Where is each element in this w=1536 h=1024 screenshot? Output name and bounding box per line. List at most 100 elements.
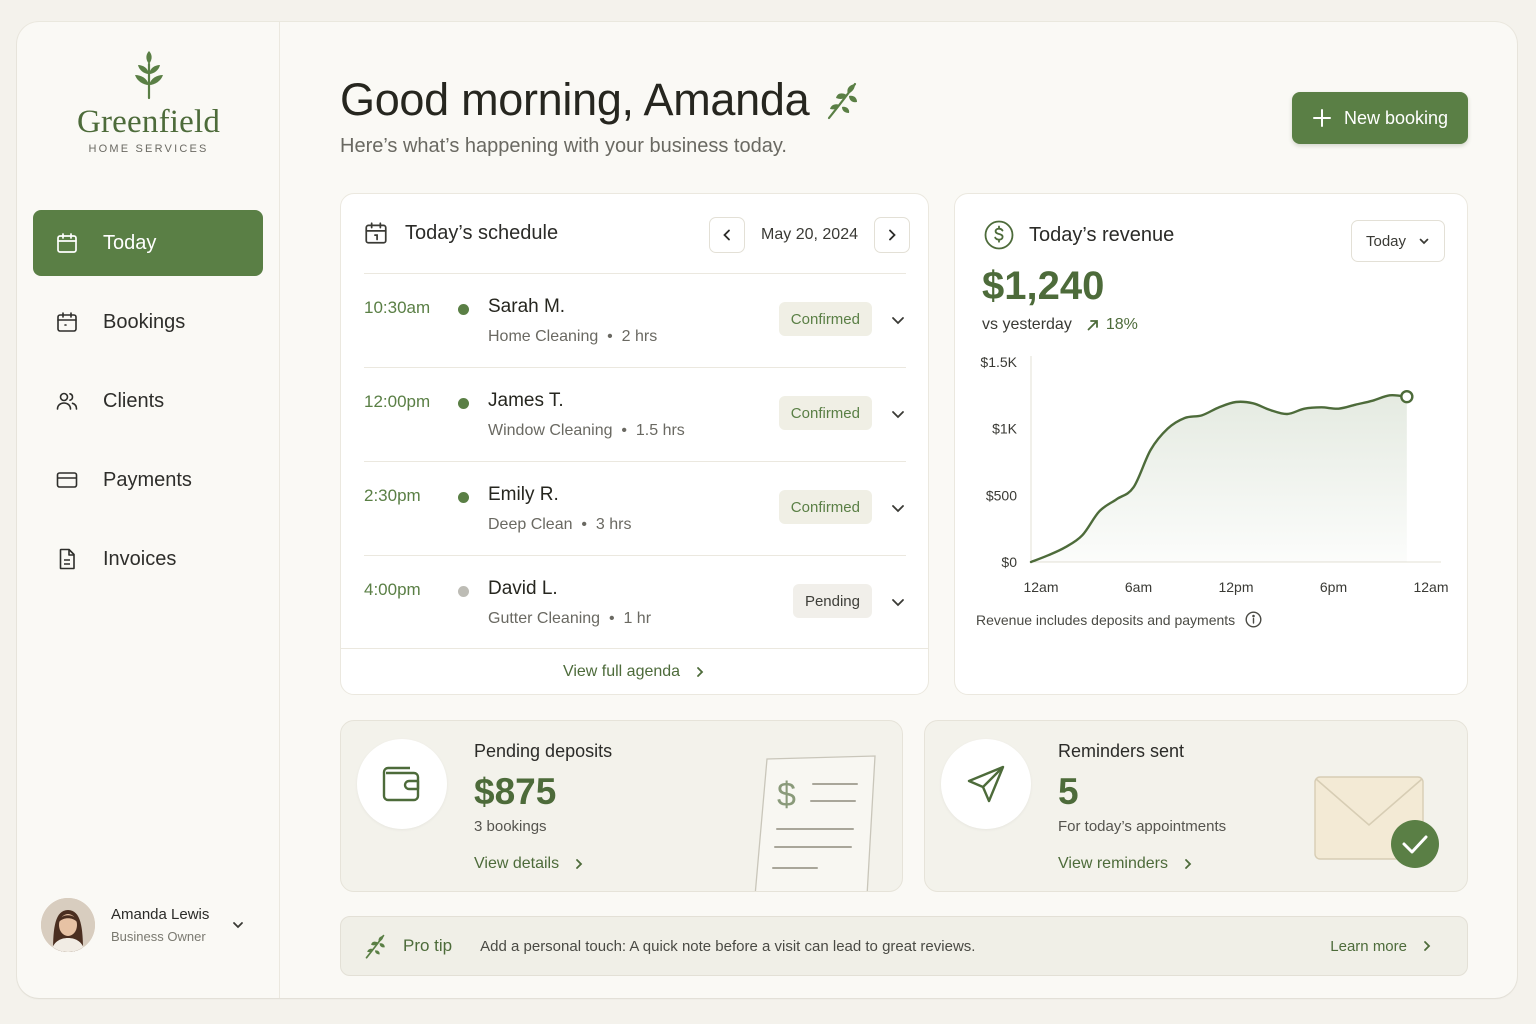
change-percent: 18%	[1105, 316, 1138, 333]
chevron-down-icon[interactable]	[890, 594, 906, 610]
service-detail: Window Cleaning • 1.5 hrs	[488, 422, 685, 439]
sidebar-item-clients[interactable]: Clients	[33, 368, 263, 434]
plus-icon	[1312, 109, 1331, 127]
status-dot	[458, 586, 469, 597]
page-subtitle: Here’s what’s happening with your busine…	[340, 135, 787, 157]
service-detail: Deep Clean • 3 hrs	[488, 516, 632, 533]
sidebar-item-invoices[interactable]: Invoices	[33, 526, 263, 592]
reminders-value: 5	[1058, 771, 1079, 812]
pro-tip-label: Pro tip	[403, 936, 453, 955]
sidebar-item-label: Clients	[103, 389, 165, 412]
chevron-down-icon[interactable]	[890, 312, 906, 328]
svg-text:$: $	[777, 776, 796, 814]
revenue-note-text: Revenue includes deposits and payments	[976, 611, 1236, 628]
client-name: Sarah M.	[488, 296, 566, 317]
sidebar-item-bookings[interactable]: Bookings	[33, 289, 263, 355]
revenue-card: Today’s revenue Today $1,240 vs yesterda…	[954, 193, 1468, 695]
wallet-icon-badge	[357, 739, 447, 829]
client-name: Emily R.	[488, 484, 559, 505]
sidebar-item-today[interactable]: Today	[33, 210, 263, 276]
pending-deposits-value: $875	[474, 771, 557, 812]
chevron-down-icon[interactable]	[890, 500, 906, 516]
new-booking-label: New booking	[1343, 107, 1449, 128]
period-select[interactable]: Today	[1351, 220, 1445, 262]
chevron-right-icon	[1424, 941, 1431, 951]
reminders-title: Reminders sent	[1058, 741, 1185, 761]
revenue-note: Revenue includes deposits and payments	[976, 611, 1262, 628]
learn-more-link[interactable]: Learn more	[1330, 938, 1433, 955]
y-tick-label: $500	[986, 487, 1017, 503]
pro-tip-text: Add a personal touch: A quick note befor…	[480, 937, 976, 955]
revenue-line	[1029, 393, 1409, 564]
wallet-icon	[382, 766, 420, 802]
leaf-sprig-icon	[828, 82, 858, 120]
user-menu[interactable]: Amanda Lewis Business Owner	[41, 898, 261, 952]
avatar	[41, 898, 95, 952]
view-reminders-link[interactable]: View reminders	[1058, 855, 1194, 873]
chevron-down-icon[interactable]	[890, 406, 906, 422]
sidebar-item-label: Today	[103, 231, 157, 254]
new-booking-button[interactable]: New booking	[1292, 92, 1468, 144]
status-badge: Confirmed	[778, 396, 872, 430]
appointment-time: 12:00pm	[364, 392, 431, 411]
client-name: James T.	[488, 390, 564, 411]
view-details-label: View details	[474, 855, 560, 872]
schedule-card: Today’s schedule May 20, 2024 10:30am Sa…	[340, 193, 929, 695]
dollar-circle-icon	[984, 220, 1014, 250]
schedule-date: May 20, 2024	[761, 226, 858, 243]
info-icon[interactable]	[1245, 611, 1262, 628]
y-tick-label: $0	[1001, 554, 1017, 570]
reminders-card: Reminders sent 5 For today’s appointment…	[924, 720, 1468, 892]
calendar-icon	[57, 233, 77, 253]
next-day-button[interactable]	[874, 217, 910, 253]
leaf-logo-icon	[134, 51, 163, 100]
learn-more-label: Learn more	[1330, 937, 1407, 955]
vs-label: vs yesterday	[982, 316, 1072, 333]
chevron-right-icon	[889, 229, 896, 241]
service-detail: Gutter Cleaning • 1 hr	[488, 610, 652, 627]
schedule-title: Today’s schedule	[405, 221, 559, 244]
chevron-left-icon	[723, 229, 730, 241]
revenue-chart: $0 $500 $1K $1.5K 12am 6am 12pm 6pm 12am	[980, 354, 1448, 595]
appointment-time: 2:30pm	[364, 486, 421, 505]
status-dot	[458, 492, 469, 503]
send-icon-badge	[941, 739, 1031, 829]
sidebar-item-label: Invoices	[103, 547, 177, 570]
x-tick-label: 6am	[1125, 579, 1152, 595]
pending-deposits-title: Pending deposits	[474, 741, 613, 761]
view-full-agenda-label: View full agenda	[562, 662, 681, 680]
revenue-area	[1031, 395, 1407, 562]
sidebar-nav: Today Bookings Clients Payments	[33, 210, 263, 605]
brand-name: Greenfield	[76, 104, 221, 140]
schedule-row[interactable]: 4:00pm David L. Gutter Cleaning • 1 hr P…	[364, 555, 906, 649]
x-tick-label: 12am	[1023, 579, 1058, 595]
view-reminders-label: View reminders	[1058, 855, 1168, 872]
schedule-row[interactable]: 2:30pm Emily R. Deep Clean • 3 hrs Confi…	[364, 461, 906, 555]
chevron-right-icon	[576, 859, 583, 869]
x-tick-label: 12pm	[1218, 579, 1253, 595]
appointment-time: 4:00pm	[364, 580, 421, 599]
page-title: Good morning, Amanda	[340, 74, 859, 126]
status-badge: Confirmed	[778, 490, 872, 524]
schedule-row[interactable]: 10:30am Sarah M. Home Cleaning • 2 hrs C…	[364, 273, 906, 367]
prev-day-button[interactable]	[709, 217, 746, 253]
y-tick-label: $1.5K	[980, 354, 1017, 370]
client-name: David L.	[488, 578, 558, 599]
envelope-check-icon	[1314, 776, 1439, 868]
sidebar: Greenfield HOME SERVICES Today Bookings	[17, 22, 280, 998]
sidebar-item-payments[interactable]: Payments	[33, 447, 263, 513]
schedule-row[interactable]: 12:00pm James T. Window Cleaning • 1.5 h…	[364, 367, 906, 461]
chevron-right-icon	[697, 666, 704, 677]
view-full-agenda-link[interactable]: View full agenda	[341, 648, 928, 694]
leaf-sprig-icon	[365, 934, 385, 959]
chevron-right-icon	[1185, 859, 1192, 869]
chevron-down-icon[interactable]	[231, 918, 245, 932]
view-details-link[interactable]: View details	[474, 855, 585, 873]
pro-tip-banner: Pro tip Add a personal touch: A quick no…	[340, 916, 1468, 976]
period-select-value: Today	[1365, 232, 1407, 250]
status-dot	[458, 304, 469, 315]
date-picker: May 20, 2024	[709, 217, 910, 253]
y-tick-label: $1K	[992, 421, 1018, 437]
chevron-down-icon	[1419, 238, 1429, 245]
brand-tagline: HOME SERVICES	[88, 143, 209, 155]
